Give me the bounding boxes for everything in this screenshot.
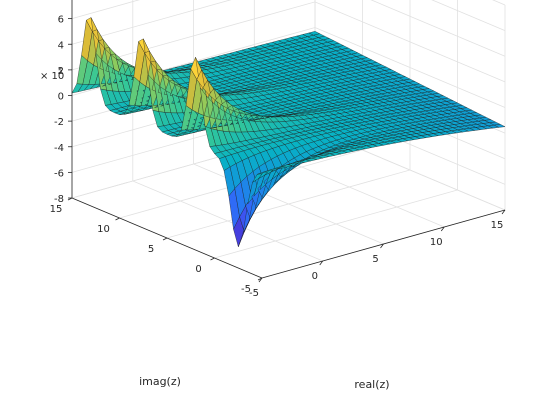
x-tick-label: 5 bbox=[372, 254, 378, 265]
x-tick-label: -5 bbox=[249, 288, 259, 299]
y-tick-label: 5 bbox=[148, 244, 154, 255]
y-tick-label: 0 bbox=[195, 264, 201, 275]
x-tick-label: 10 bbox=[430, 237, 443, 248]
z-gridline bbox=[71, 0, 506, 57]
x-tick-mark bbox=[501, 209, 506, 215]
z-tick-label: 2 bbox=[58, 66, 64, 77]
z-tick-label: 4 bbox=[58, 40, 64, 51]
z-scale-exponent: 5 bbox=[58, 67, 62, 75]
surface-patch bbox=[493, 124, 506, 128]
y-tick-label: -5 bbox=[241, 284, 251, 295]
surface-mesh bbox=[71, 17, 506, 248]
y-gridline bbox=[214, 0, 458, 259]
x-tick-mark bbox=[380, 243, 384, 249]
y-axis-label: imag(z) bbox=[139, 375, 181, 388]
y-tick-mark bbox=[115, 217, 120, 221]
y-tick-mark bbox=[162, 237, 168, 241]
x-tick-mark bbox=[440, 226, 445, 232]
z-gridline bbox=[71, 0, 506, 31]
x-axis-label: real(z) bbox=[354, 378, 389, 391]
z-tick-label: -4 bbox=[54, 143, 64, 154]
x-tick-label: 15 bbox=[491, 220, 504, 231]
z-scale-label: × 10 bbox=[40, 71, 64, 82]
z-tick-label: -2 bbox=[54, 117, 64, 128]
y-tick-label: 10 bbox=[97, 224, 110, 235]
x-tick-mark bbox=[319, 260, 324, 266]
z-tick-label: -6 bbox=[54, 168, 64, 179]
z-tick-label: 0 bbox=[58, 92, 64, 103]
y-gridline bbox=[119, 0, 363, 219]
z-tick-label: -8 bbox=[54, 194, 64, 205]
z-scale-factor: × 10 5 bbox=[40, 67, 64, 82]
z-tick-label: 6 bbox=[58, 15, 64, 26]
y-tick-mark bbox=[210, 257, 215, 261]
y-tick-mark bbox=[257, 277, 263, 281]
x-tick-label: 0 bbox=[312, 271, 318, 282]
y-tick-label: 15 bbox=[50, 204, 63, 215]
